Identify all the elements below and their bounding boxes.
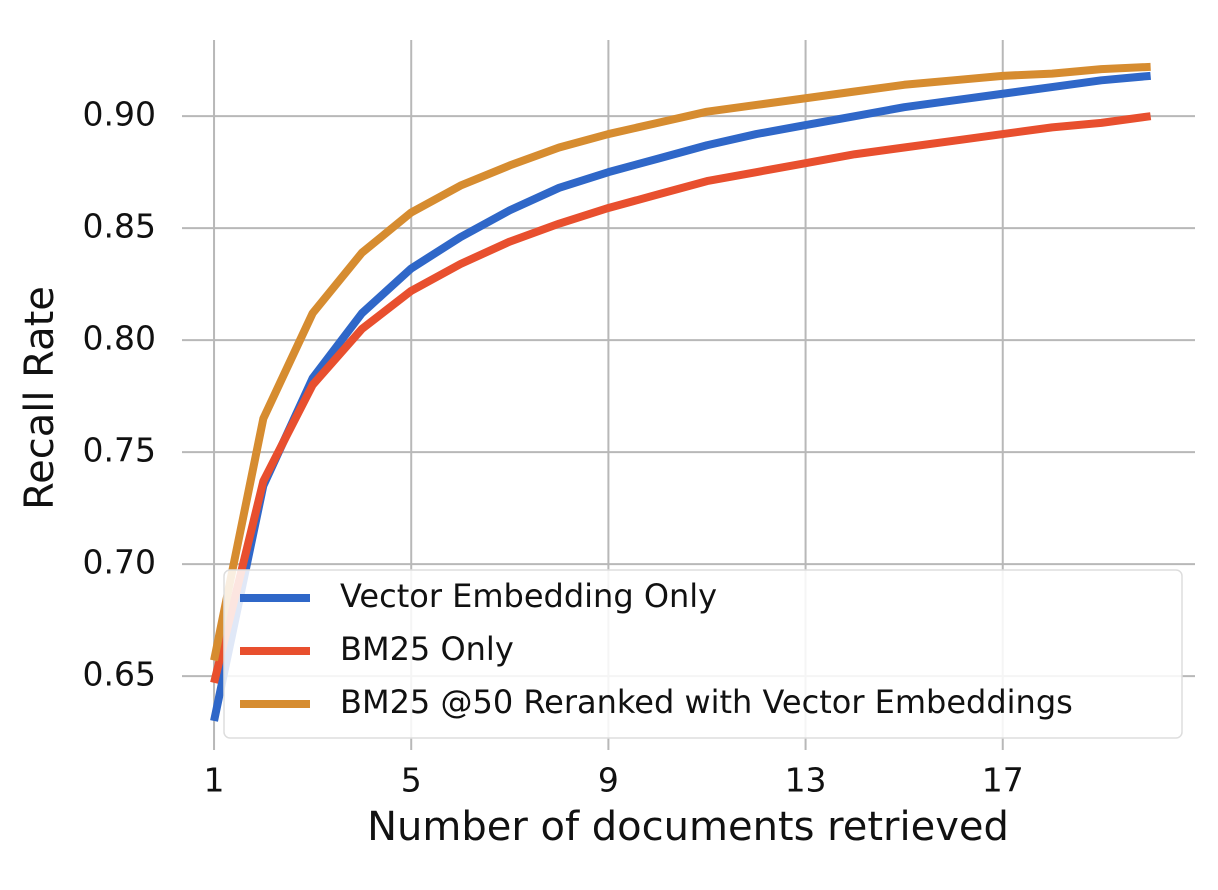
x-tick-label: 1: [204, 761, 225, 800]
line: [210, 112, 1152, 684]
y-tick-label: 0.75: [83, 431, 156, 470]
x-axis-label: Number of documents retrieved: [367, 804, 1009, 850]
y-tick-label: 0.85: [83, 207, 156, 246]
x-tick-label: 9: [598, 761, 619, 800]
legend-label: Vector Embedding Only: [340, 577, 717, 615]
legend: Vector Embedding Only BM25 Only BM25 @50 R…: [223, 569, 1183, 739]
x-tick-label: 17: [982, 761, 1024, 800]
legend-label: BM25 Only: [340, 630, 514, 668]
legend-box: [223, 569, 1183, 739]
x-tick-label: 13: [785, 761, 827, 800]
y-tick-label: 0.70: [83, 543, 156, 582]
y-tick-label: 0.90: [83, 95, 156, 134]
y-tick-label: 0.65: [83, 655, 156, 694]
line: [210, 71, 1152, 722]
x-tick-label: 5: [401, 761, 422, 800]
legend-label: BM25 @50 Reranked with Vector Embeddings: [340, 683, 1073, 721]
y-axis-label: Recall Rate: [17, 286, 63, 510]
y-tick-label: 0.80: [83, 319, 156, 358]
line: [210, 62, 1151, 662]
